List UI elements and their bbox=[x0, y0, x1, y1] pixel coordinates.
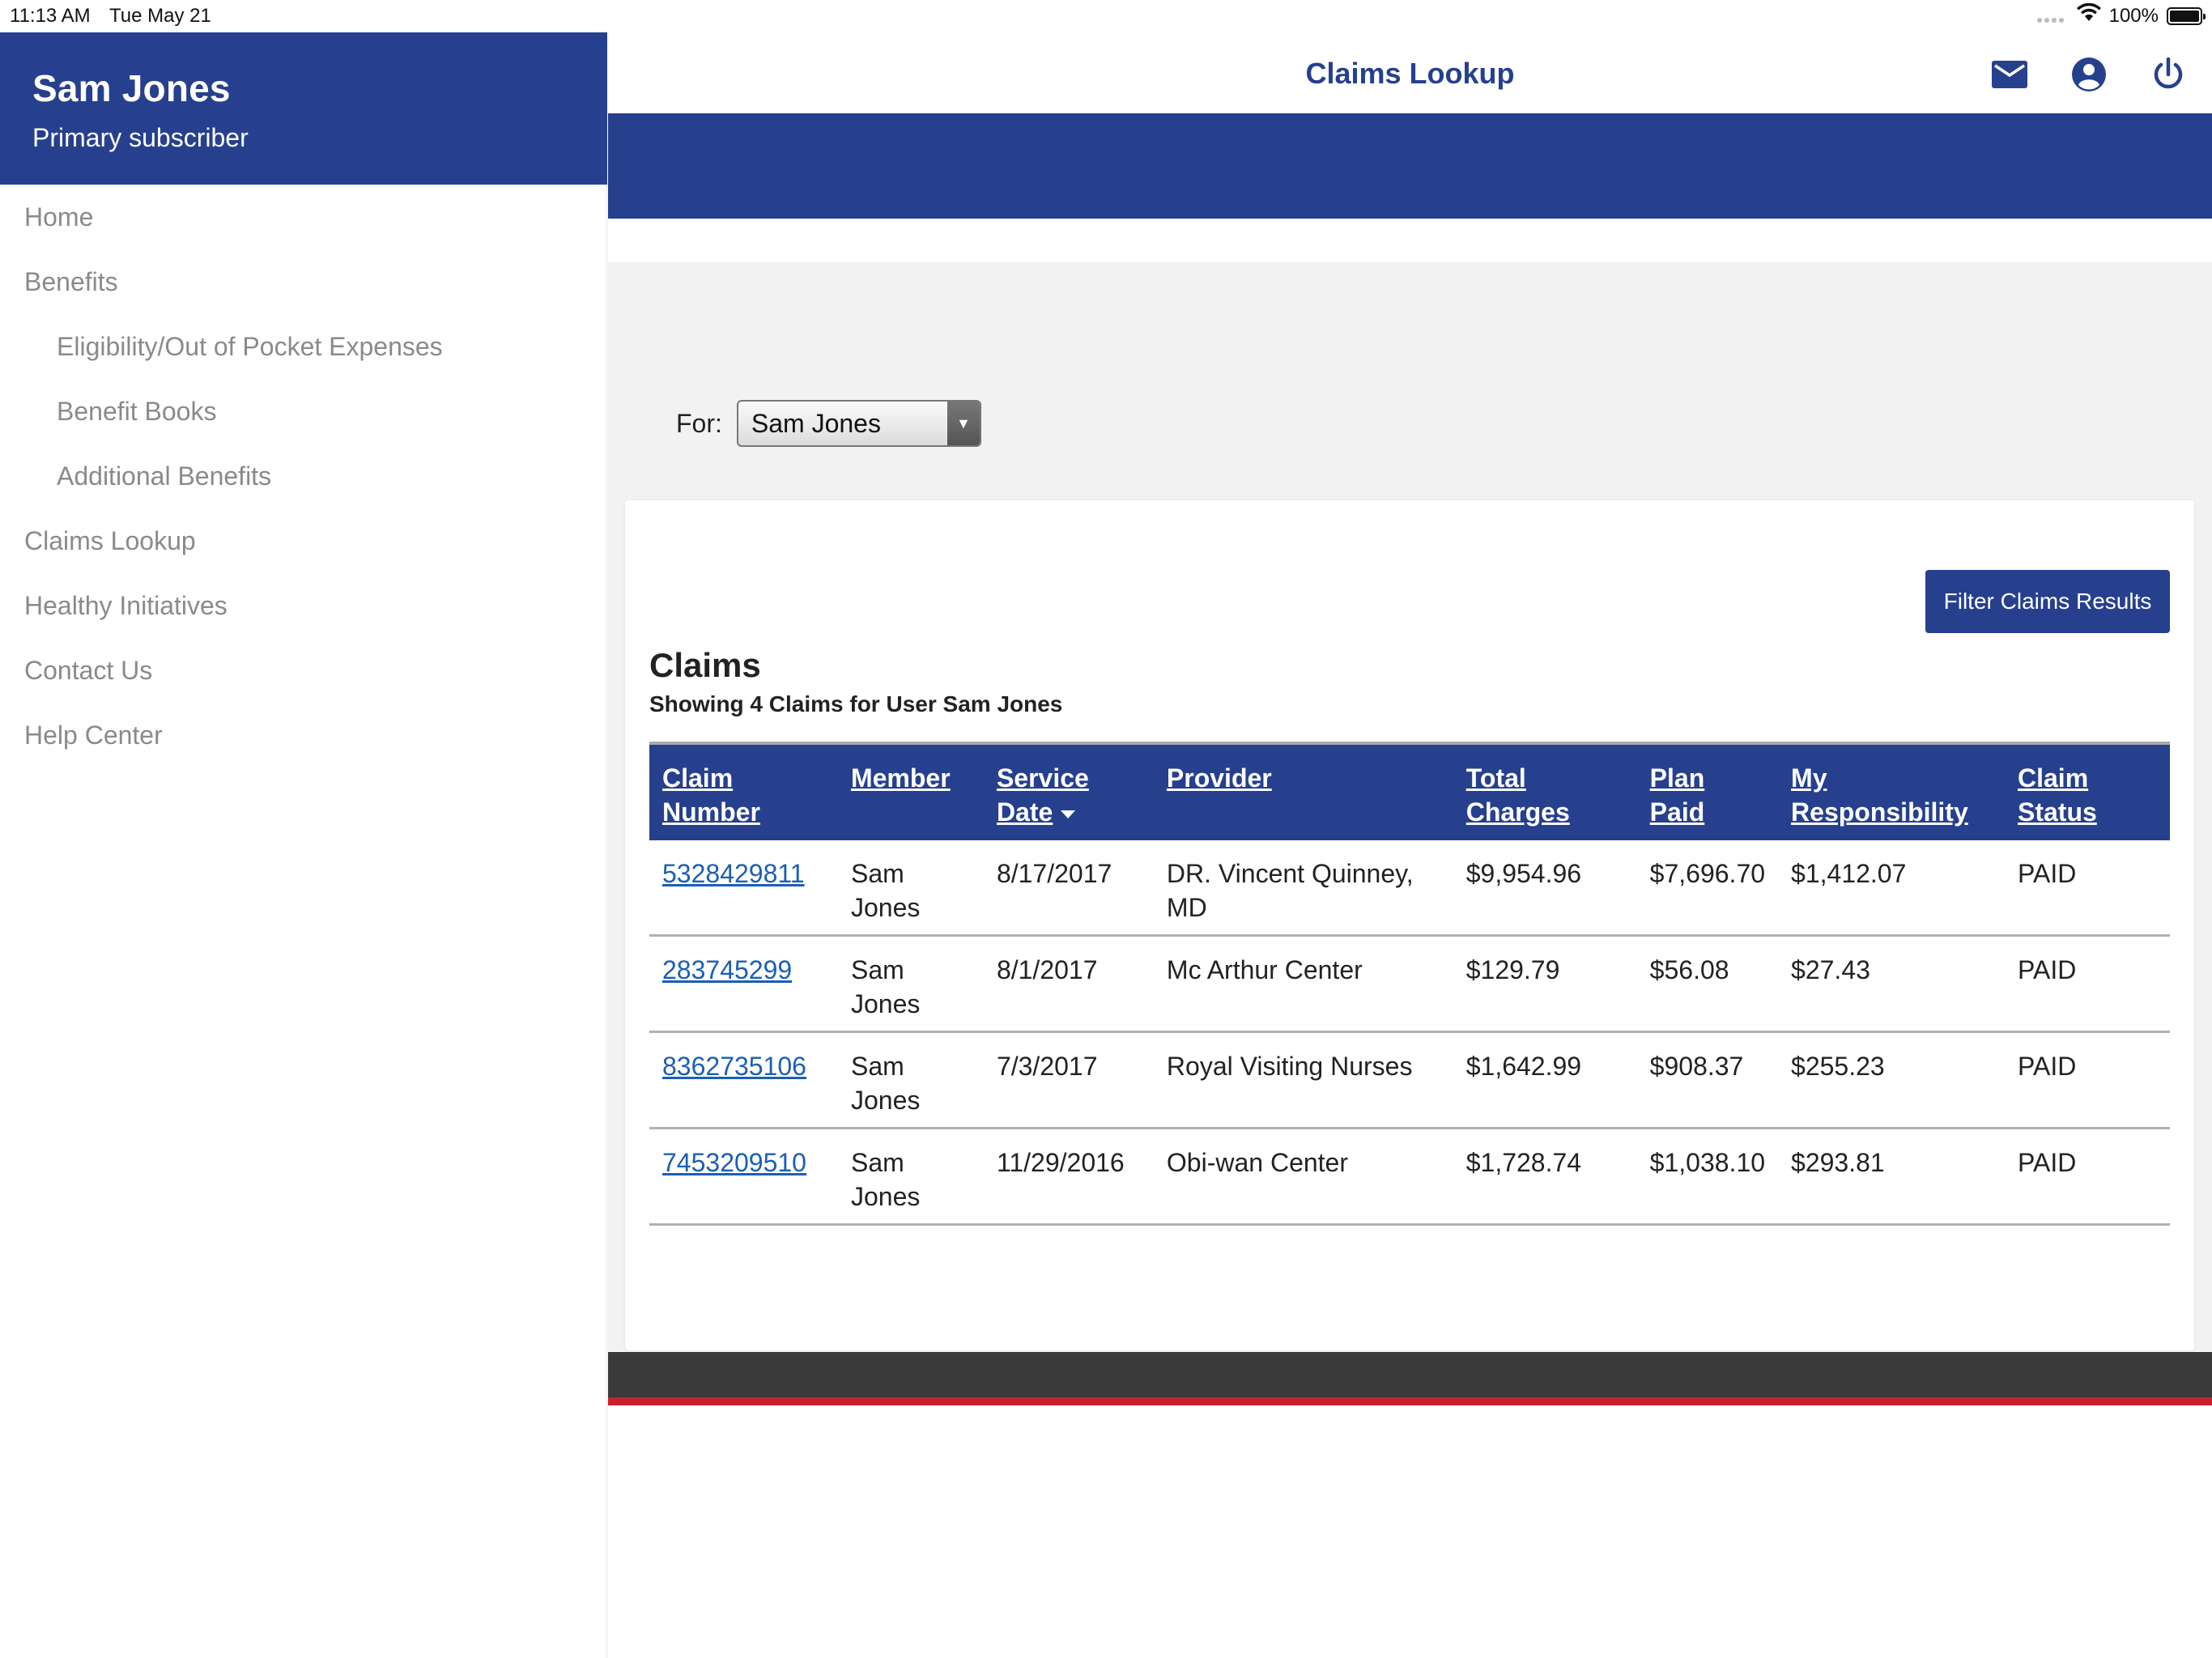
sort-desc-icon bbox=[1061, 810, 1076, 818]
header-band bbox=[608, 113, 2212, 219]
claim-status-cell: PAID bbox=[2005, 1128, 2170, 1226]
column-header-plan-paid[interactable]: Plan Paid bbox=[1649, 763, 1705, 827]
table-row: 5328429811 Sam Jones 8/17/2017 DR. Vincen… bbox=[649, 840, 2170, 937]
total-charges-cell: $129.79 bbox=[1453, 935, 1637, 1033]
column-header-member[interactable]: Member bbox=[850, 763, 951, 793]
sidebar-item-healthy-initiatives[interactable]: Healthy Initiatives bbox=[24, 591, 228, 620]
total-charges-cell: $9,954.96 bbox=[1453, 840, 1637, 937]
table-row: 283745299 Sam Jones 8/1/2017 Mc Arthur Ce… bbox=[649, 935, 2170, 1033]
my-responsibility-cell: $255.23 bbox=[1778, 1031, 2005, 1129]
provider-cell: Obi-wan Center bbox=[1153, 1128, 1453, 1226]
service-date-cell: 11/29/2016 bbox=[983, 1128, 1154, 1226]
column-header-total-charges[interactable]: Total Charges bbox=[1465, 763, 1570, 827]
sidebar-user-header: Sam Jones Primary subscriber bbox=[0, 32, 607, 185]
sidebar-item-benefits[interactable]: Benefits bbox=[24, 267, 118, 296]
battery-icon bbox=[2167, 6, 2206, 25]
table-row: 7453209510 Sam Jones 11/29/2016 Obi-wan C… bbox=[649, 1128, 2170, 1226]
mail-icon[interactable] bbox=[1989, 53, 2031, 96]
sidebar-item-claims-lookup[interactable]: Claims Lookup bbox=[24, 526, 196, 555]
provider-cell: Mc Arthur Center bbox=[1153, 935, 1453, 1033]
footer-accent bbox=[608, 1397, 2212, 1405]
member-cell: Sam Jones bbox=[837, 1128, 984, 1226]
claims-count: Showing 4 Claims for User Sam Jones bbox=[649, 691, 1063, 716]
page-title: Claims Lookup bbox=[1305, 57, 1515, 90]
column-header-provider[interactable]: Provider bbox=[1166, 763, 1272, 793]
service-date-cell: 8/1/2017 bbox=[983, 935, 1154, 1033]
member-cell: Sam Jones bbox=[837, 1031, 984, 1129]
table-row: 8362735106 Sam Jones 7/3/2017 Royal Visit… bbox=[649, 1031, 2170, 1129]
claim-status-cell: PAID bbox=[2005, 1031, 2170, 1129]
column-header-my-responsibility[interactable]: My Responsibility bbox=[1791, 763, 1968, 827]
column-header-service-date[interactable]: Service Date bbox=[996, 763, 1089, 827]
main-content: Claims Lookup For: Sam Jones ▼ Filter Cl… bbox=[608, 32, 2212, 1658]
member-cell: Sam Jones bbox=[837, 840, 984, 937]
member-filter: For: Sam Jones ▼ bbox=[676, 400, 981, 447]
wifi-icon bbox=[2076, 2, 2101, 28]
claim-status-cell: PAID bbox=[2005, 935, 2170, 1033]
plan-paid-cell: $908.37 bbox=[1636, 1031, 1779, 1129]
my-responsibility-cell: $27.43 bbox=[1778, 935, 2005, 1033]
total-charges-cell: $1,642.99 bbox=[1453, 1031, 1637, 1129]
top-bar: Claims Lookup bbox=[608, 32, 2212, 113]
header-actions bbox=[1989, 53, 2189, 96]
footer-bar bbox=[608, 1352, 2212, 1397]
sidebar-item-home[interactable]: Home bbox=[24, 202, 94, 232]
status-date: Tue May 21 bbox=[109, 5, 211, 27]
claim-status-cell: PAID bbox=[2005, 840, 2170, 937]
service-date-cell: 8/17/2017 bbox=[983, 840, 1154, 937]
total-charges-cell: $1,728.74 bbox=[1453, 1128, 1637, 1226]
status-time: 11:13 AM bbox=[10, 5, 91, 27]
sidebar-item-contact-us[interactable]: Contact Us bbox=[24, 656, 153, 685]
claim-number-link[interactable]: 8362735106 bbox=[662, 1052, 806, 1081]
user-name: Sam Jones bbox=[32, 67, 231, 109]
member-select-value: Sam Jones bbox=[751, 409, 881, 438]
user-role: Primary subscriber bbox=[32, 123, 249, 152]
battery-percent: 100% bbox=[2108, 4, 2159, 27]
plan-paid-cell: $56.08 bbox=[1636, 935, 1779, 1033]
provider-cell: Royal Visiting Nurses bbox=[1153, 1031, 1453, 1129]
member-cell: Sam Jones bbox=[837, 935, 984, 1033]
claims-card: Filter Claims Results Claims Showing 4 C… bbox=[625, 500, 2194, 1350]
column-header-claim-number[interactable]: Claim Number bbox=[662, 763, 760, 827]
column-header-claim-status[interactable]: Claim Status bbox=[2018, 763, 2097, 827]
sidebar-item-additional-benefits[interactable]: Additional Benefits bbox=[57, 461, 272, 491]
sidebar-item-benefit-books[interactable]: Benefit Books bbox=[57, 397, 217, 426]
for-label: For: bbox=[676, 408, 722, 438]
sidebar: Sam Jones Primary subscriber Home Benefi… bbox=[0, 32, 607, 1658]
status-right: 100% bbox=[2036, 2, 2206, 28]
member-select[interactable]: Sam Jones ▼ bbox=[736, 400, 981, 447]
sidebar-item-eligibility[interactable]: Eligibility/Out of Pocket Expenses bbox=[57, 332, 443, 361]
my-responsibility-cell: $293.81 bbox=[1778, 1128, 2005, 1226]
my-responsibility-cell: $1,412.07 bbox=[1778, 840, 2005, 937]
claims-heading: Claims bbox=[649, 646, 761, 684]
dropdown-arrow-icon: ▼ bbox=[946, 402, 980, 445]
claim-number-link[interactable]: 5328429811 bbox=[662, 859, 805, 888]
status-bar: 11:13 AM Tue May 21 100% bbox=[0, 0, 2212, 32]
sidebar-nav: Home Benefits Eligibility/Out of Pocket … bbox=[0, 185, 606, 767]
table-header-row: Claim Number Member Service Date Provider … bbox=[649, 743, 2170, 840]
filter-claims-button[interactable]: Filter Claims Results bbox=[1925, 570, 2170, 633]
power-icon[interactable] bbox=[2147, 53, 2189, 96]
plan-paid-cell: $1,038.10 bbox=[1636, 1128, 1779, 1226]
claim-number-link[interactable]: 7453209510 bbox=[662, 1148, 806, 1177]
claims-table: Claim Number Member Service Date Provider … bbox=[649, 742, 2170, 1226]
plan-paid-cell: $7,696.70 bbox=[1636, 840, 1779, 937]
sidebar-item-help-center[interactable]: Help Center bbox=[24, 721, 163, 750]
cellular-signal-icon bbox=[2036, 10, 2064, 23]
claim-number-link[interactable]: 283745299 bbox=[662, 955, 793, 984]
service-date-cell: 7/3/2017 bbox=[983, 1031, 1154, 1129]
provider-cell: DR. Vincent Quinney, MD bbox=[1153, 840, 1453, 937]
account-icon[interactable] bbox=[2068, 53, 2110, 96]
